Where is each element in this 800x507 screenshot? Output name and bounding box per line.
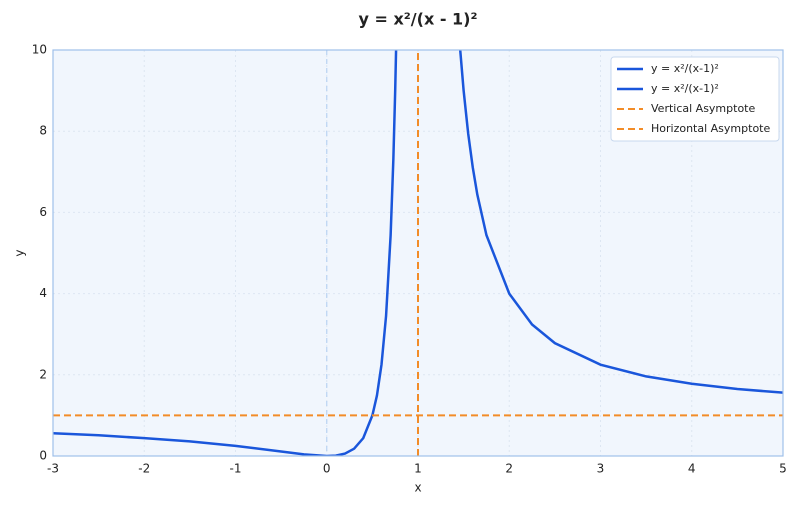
function-line	[53, 50, 398, 456]
plot-border	[52, 49, 784, 457]
legend-box	[610, 56, 780, 142]
y-tick-label: 0	[39, 449, 47, 463]
legend-label: y = x²/(x-1)²	[651, 82, 719, 95]
x-tick-label: 0	[323, 462, 331, 476]
x-tick-label: 4	[688, 462, 696, 476]
plot-lines	[53, 50, 783, 456]
x-tick-label: -2	[138, 462, 150, 476]
x-tick-label: 5	[779, 462, 787, 476]
legend-label: y = x²/(x-1)²	[651, 62, 719, 75]
legend-label: Vertical Asymptote	[651, 102, 755, 115]
x-tick-label: 3	[597, 462, 605, 476]
legend-label: Horizontal Asymptote	[651, 122, 770, 135]
function-line	[458, 50, 783, 394]
y-tick-label: 2	[39, 367, 47, 381]
legend: y = x²/(x-1)² y = x²/(x-1)² Vertical Asymp…	[610, 56, 780, 142]
x-tick-label: -1	[230, 462, 242, 476]
y-tick-label: 6	[39, 205, 47, 219]
x-tick-label: -3	[47, 462, 59, 476]
chart-title: y = x²/(x - 1)²	[358, 10, 477, 29]
x-tick-label: 2	[505, 462, 513, 476]
y-tick-label: 8	[39, 124, 47, 138]
y-tick-label: 4	[39, 286, 47, 300]
y-tick-label: 10	[32, 43, 47, 57]
x-tick-label: 1	[414, 462, 422, 476]
x-axis-label: x	[414, 481, 421, 495]
y-axis-label: y	[13, 249, 27, 256]
